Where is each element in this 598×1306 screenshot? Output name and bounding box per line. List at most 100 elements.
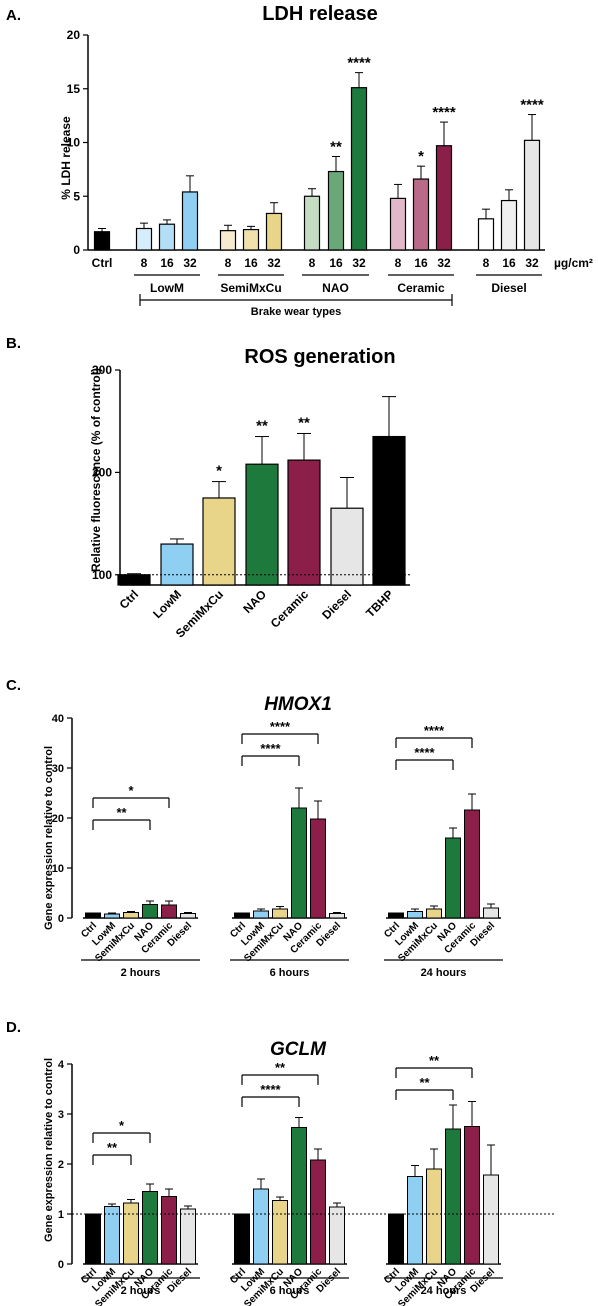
bar	[500, 199, 518, 251]
bar	[310, 1159, 326, 1265]
bar	[350, 87, 368, 251]
bar	[272, 908, 288, 919]
bar	[245, 463, 279, 586]
y-tick-label: 300	[92, 363, 112, 377]
bar	[388, 1213, 404, 1265]
group-label: Diesel	[491, 281, 526, 295]
bar	[330, 507, 364, 586]
bar	[202, 497, 236, 586]
bar	[123, 912, 139, 919]
x-tick-label: 8	[395, 256, 402, 270]
time-label: 24 hours	[421, 967, 467, 979]
y-tick-label: 200	[92, 465, 112, 479]
significance-label: **	[330, 138, 342, 155]
panel-b-letter: B.	[6, 335, 21, 352]
panel-d: D. GCLM Gene expression relative to cont…	[6, 1019, 555, 1306]
y-tick-label: 10	[52, 863, 64, 875]
bar	[180, 913, 196, 919]
bar	[161, 904, 177, 919]
x-tick-label: 32	[437, 256, 451, 270]
x-tick-label: 16	[414, 256, 428, 270]
y-tick-label: 0	[73, 243, 80, 257]
bar	[117, 574, 151, 586]
bar	[445, 1128, 461, 1265]
bar	[327, 170, 345, 251]
significance-label: **	[256, 418, 268, 435]
significance-label: *	[216, 463, 222, 480]
y-tick-label: 40	[52, 713, 64, 725]
panel-c-plot: 010203040CtrlLowMSemiMxCuNAOCeramicDiese…	[52, 713, 503, 979]
bar	[388, 912, 404, 919]
significance-label: ****	[432, 104, 456, 121]
bar	[142, 1191, 158, 1265]
bar	[265, 212, 283, 251]
panel-c-ylabel: Gene expression relative to control	[43, 746, 55, 930]
x-tick-label: 8	[141, 256, 148, 270]
y-tick-label: 5	[73, 189, 80, 203]
y-tick-label: 20	[52, 813, 64, 825]
time-label: 6 hours	[270, 967, 310, 979]
bar	[234, 912, 250, 919]
panel-d-ylabel: Gene expression relative to control	[43, 1058, 55, 1242]
x-tick-label: 32	[183, 256, 197, 270]
bar	[477, 218, 495, 251]
bar	[160, 543, 194, 586]
x-tick-label: 16	[502, 256, 516, 270]
bar	[272, 1200, 288, 1265]
significance-label: *	[119, 1118, 125, 1133]
bar	[287, 459, 321, 586]
y-tick-label: 15	[67, 82, 81, 96]
panel-d-letter: D.	[6, 1019, 21, 1036]
panel-d-title: GCLM	[270, 1039, 327, 1060]
bar	[93, 231, 111, 251]
bar	[85, 1213, 101, 1265]
bar	[372, 435, 406, 586]
panel-b: B. ROS generation Relative fluorescence …	[6, 335, 410, 641]
y-tick-label: 3	[58, 1109, 64, 1121]
significance-label: **	[429, 1053, 440, 1068]
bar	[253, 1188, 269, 1265]
significance-label: ****	[347, 55, 371, 72]
significance-label: ****	[414, 745, 435, 760]
bar	[329, 913, 345, 919]
x-tick-label: 32	[267, 256, 281, 270]
bar	[219, 230, 237, 251]
x-tick-label: 16	[160, 256, 174, 270]
significance-label: *	[418, 148, 424, 165]
bar	[181, 191, 199, 251]
group-label: Ceramic	[397, 281, 445, 295]
bar	[464, 809, 480, 919]
y-tick-label: 10	[67, 136, 81, 150]
y-tick-label: 2	[58, 1159, 64, 1171]
bar	[523, 139, 541, 251]
bar	[291, 807, 307, 919]
bar	[426, 1168, 442, 1265]
bar	[104, 1206, 120, 1265]
bar	[483, 907, 499, 919]
time-label: 2 hours	[121, 1285, 161, 1297]
panel-a-letter: A.	[6, 7, 21, 24]
panel-a: A. LDH release % LDH release 0 5 10 15 20 Ctr…	[6, 3, 593, 318]
bar	[123, 1202, 139, 1265]
bar	[142, 904, 158, 919]
y-tick-label: 1	[58, 1209, 64, 1221]
group-label: NAO	[322, 281, 349, 295]
significance-label: ****	[260, 1082, 281, 1097]
significance-label: ****	[260, 741, 281, 756]
panel-c: C. HMOX1 Gene expression relative to con…	[6, 677, 503, 979]
bar	[435, 145, 453, 251]
x-tick-label: 32	[352, 256, 366, 270]
panel-b-ylabel: Relative fluorescence (% of control)	[89, 368, 103, 572]
bar	[412, 178, 430, 251]
x-tick-label: Ctrl	[92, 256, 113, 270]
bracket-label: Brake wear types	[251, 306, 342, 318]
unit-label: µg/cm²	[554, 256, 593, 270]
bar	[180, 1208, 196, 1265]
time-label: 24 hours	[421, 1285, 467, 1297]
bar	[291, 1127, 307, 1265]
significance-label: **	[419, 1075, 430, 1090]
x-tick-label: 8	[309, 256, 316, 270]
bar	[158, 223, 176, 251]
